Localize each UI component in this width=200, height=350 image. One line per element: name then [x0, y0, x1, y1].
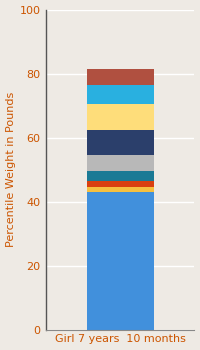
Bar — [87, 171, 154, 181]
Bar — [87, 181, 154, 187]
Bar — [87, 155, 154, 171]
Bar — [87, 69, 154, 85]
Bar — [87, 192, 154, 330]
Bar — [87, 85, 154, 104]
Bar — [87, 104, 154, 130]
Bar — [87, 187, 154, 192]
Y-axis label: Percentile Weight in Pounds: Percentile Weight in Pounds — [6, 92, 16, 247]
Bar — [87, 130, 154, 155]
